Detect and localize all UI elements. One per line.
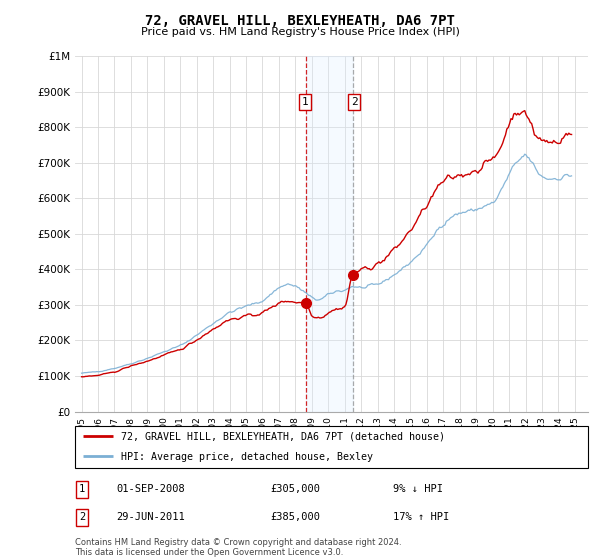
Text: 1: 1 xyxy=(79,484,85,494)
Text: 01-SEP-2008: 01-SEP-2008 xyxy=(116,484,185,494)
Text: £305,000: £305,000 xyxy=(270,484,320,494)
Text: 29-JUN-2011: 29-JUN-2011 xyxy=(116,512,185,522)
FancyBboxPatch shape xyxy=(75,426,588,468)
Text: 9% ↓ HPI: 9% ↓ HPI xyxy=(393,484,443,494)
Text: £385,000: £385,000 xyxy=(270,512,320,522)
Text: HPI: Average price, detached house, Bexley: HPI: Average price, detached house, Bexl… xyxy=(121,452,373,461)
Text: Contains HM Land Registry data © Crown copyright and database right 2024.
This d: Contains HM Land Registry data © Crown c… xyxy=(75,538,401,557)
Text: 2: 2 xyxy=(351,97,358,107)
Text: 72, GRAVEL HILL, BEXLEYHEATH, DA6 7PT: 72, GRAVEL HILL, BEXLEYHEATH, DA6 7PT xyxy=(145,14,455,28)
Text: 2: 2 xyxy=(79,512,85,522)
Text: 17% ↑ HPI: 17% ↑ HPI xyxy=(393,512,449,522)
Text: 72, GRAVEL HILL, BEXLEYHEATH, DA6 7PT (detached house): 72, GRAVEL HILL, BEXLEYHEATH, DA6 7PT (d… xyxy=(121,432,445,442)
Bar xyxy=(306,56,353,412)
Text: 1: 1 xyxy=(302,97,308,107)
Text: Price paid vs. HM Land Registry's House Price Index (HPI): Price paid vs. HM Land Registry's House … xyxy=(140,27,460,37)
